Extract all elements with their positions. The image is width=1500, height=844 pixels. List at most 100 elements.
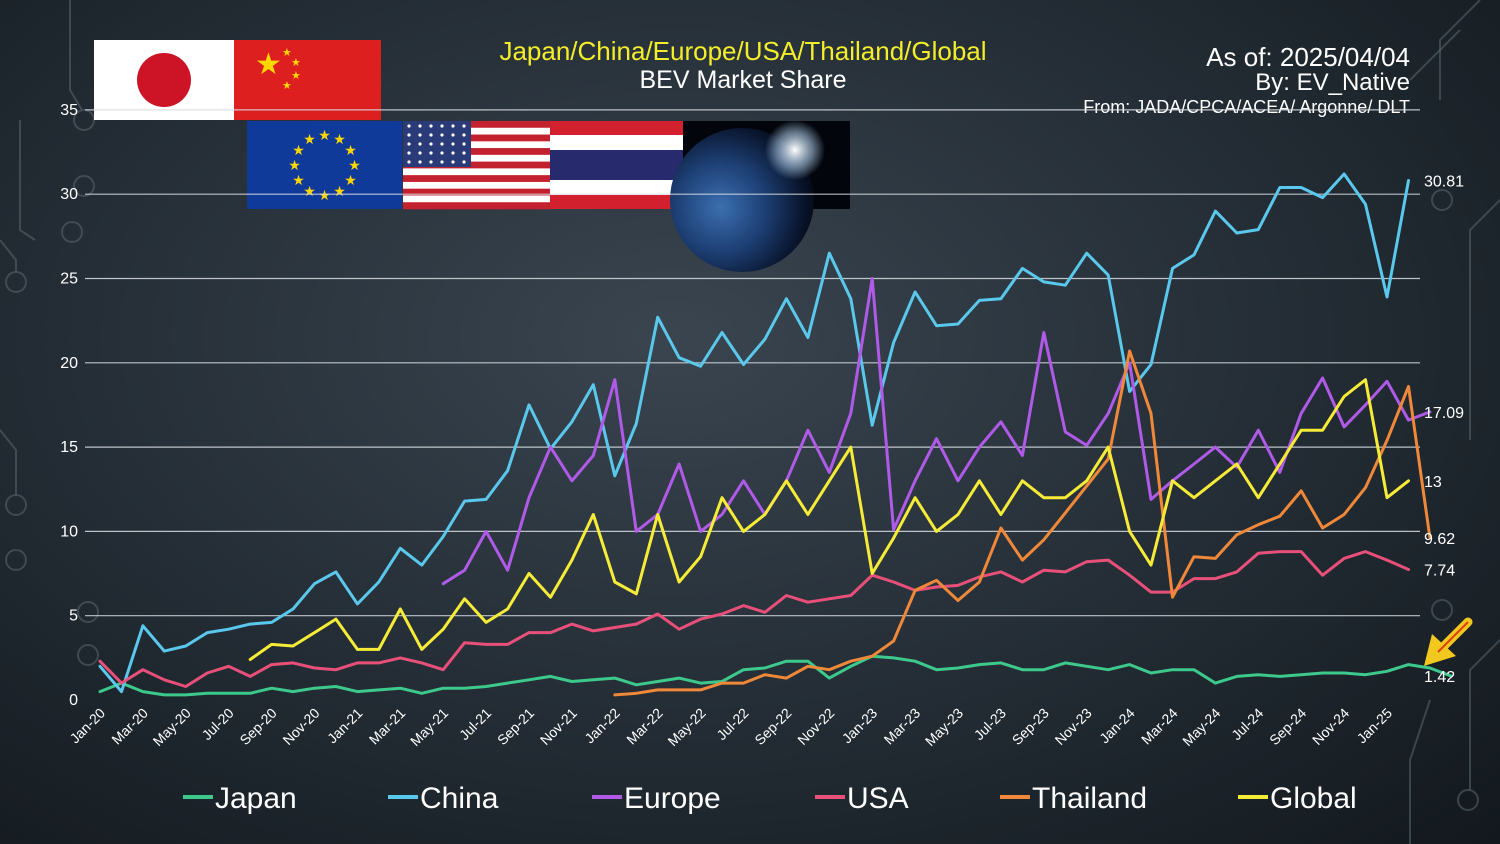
- x-tick-label: Nov-23: [1052, 705, 1095, 748]
- svg-text:★: ★: [318, 128, 331, 144]
- chart-title: Japan/China/Europe/USA/Thailand/Global: [499, 36, 986, 66]
- x-tick-label: Nov-24: [1309, 705, 1352, 748]
- y-tick-label: 35: [60, 102, 78, 119]
- author-credit: By: EV_Native: [1255, 69, 1410, 96]
- end-value-label: 13: [1424, 474, 1442, 491]
- usa-flag: [403, 121, 550, 210]
- end-value-label: 9.62: [1424, 531, 1455, 548]
- legend-label: China: [420, 782, 499, 815]
- series-line-japan: [98, 654, 1453, 697]
- svg-text:★: ★: [318, 188, 331, 204]
- series-lines: [98, 172, 1453, 697]
- y-tick-label: 20: [60, 355, 78, 372]
- x-tick-label: Jan-20: [67, 705, 109, 747]
- china-flag: ★ ★ ★ ★ ★: [234, 40, 381, 120]
- x-tick-label: Jul-22: [713, 705, 751, 743]
- svg-text:★: ★: [288, 158, 301, 174]
- svg-text:★: ★: [344, 143, 357, 159]
- svg-text:★: ★: [282, 79, 292, 92]
- legend-item-thailand: Thailand: [1000, 782, 1147, 815]
- svg-text:★: ★: [333, 132, 346, 148]
- x-tick-label: Sep-20: [236, 705, 279, 748]
- x-tick-label: Jan-24: [1096, 705, 1138, 747]
- x-tick-label: Jan-21: [324, 705, 366, 747]
- y-tick-label: 30: [60, 186, 78, 203]
- x-tick-label: Nov-20: [279, 705, 322, 748]
- svg-text:★: ★: [282, 46, 292, 59]
- series-line-usa: [98, 550, 1410, 688]
- x-tick-label: Sep-23: [1009, 705, 1052, 748]
- end-value-label: 30.81: [1424, 174, 1464, 191]
- x-tick-label: May-23: [922, 705, 966, 749]
- legend-item-global: Global: [1238, 782, 1357, 815]
- legend-label: Europe: [624, 782, 721, 815]
- as-of-date: As of: 2025/04/04: [1206, 42, 1410, 72]
- chart-subtitle: BEV Market Share: [639, 66, 846, 94]
- x-tick-label: May-20: [150, 705, 194, 749]
- y-tick-label: 25: [60, 271, 78, 288]
- data-source: From: JADA/CPCA/ACEA/ Argonne/ DLT: [1083, 97, 1410, 117]
- legend-item-europe: Europe: [592, 782, 721, 815]
- y-tick-label: 0: [69, 692, 78, 709]
- x-tick-label: May-24: [1179, 705, 1223, 749]
- x-tick-label: Mar-20: [108, 705, 151, 748]
- series-line-europe: [441, 277, 1432, 586]
- svg-text:★: ★: [333, 184, 346, 200]
- x-tick-label: Sep-24: [1266, 705, 1309, 748]
- x-tick-label: Jul-20: [199, 705, 237, 743]
- x-tick-label: Mar-23: [881, 705, 924, 748]
- end-value-label: 17.09: [1424, 405, 1464, 422]
- earth-image: [670, 120, 850, 272]
- svg-text:★: ★: [291, 69, 301, 82]
- legend-label: Thailand: [1032, 782, 1147, 815]
- end-value-label: 7.74: [1424, 563, 1455, 580]
- svg-text:★: ★: [348, 158, 361, 174]
- grid-lines: [85, 109, 1420, 617]
- y-tick-label: 10: [60, 523, 78, 540]
- svg-text:★: ★: [255, 47, 282, 82]
- x-tick-label: Mar-21: [366, 705, 409, 748]
- legend-label: USA: [847, 782, 909, 815]
- x-tick-label: Jan-25: [1354, 705, 1396, 747]
- svg-text:★: ★: [292, 143, 305, 159]
- x-tick-label: Mar-22: [623, 705, 666, 748]
- x-tick-label: May-22: [664, 705, 708, 749]
- legend-item-china: China: [388, 782, 499, 815]
- svg-text:★: ★: [292, 173, 305, 189]
- x-tick-label: Jul-23: [971, 705, 1009, 743]
- legend-item-usa: USA: [815, 782, 909, 815]
- x-tick-label: Jan-23: [839, 705, 881, 747]
- series-line-global: [248, 378, 1410, 661]
- series-line-thailand: [613, 349, 1432, 697]
- flag-panel: ★ ★ ★ ★ ★ ★★★★★★★★★ ★ ★★: [94, 40, 850, 272]
- x-tick-label: Nov-22: [794, 705, 837, 748]
- x-tick-label: Jan-22: [581, 705, 623, 747]
- x-tick-label: Sep-22: [751, 705, 794, 748]
- legend-label: Japan: [215, 782, 297, 815]
- x-tick-label: May-21: [407, 705, 451, 749]
- y-tick-label: 15: [60, 439, 78, 456]
- x-tick-label: Mar-24: [1138, 705, 1181, 748]
- arrow-annotation-icon: [1424, 617, 1473, 666]
- x-tick-label: Jul-24: [1228, 705, 1266, 743]
- x-tick-label: Jul-21: [456, 705, 494, 743]
- eu-flag: ★★★★★★★★★ ★ ★★: [247, 121, 402, 209]
- svg-text:★: ★: [303, 184, 316, 200]
- svg-text:★: ★: [291, 56, 301, 69]
- y-tick-label: 5: [69, 608, 78, 625]
- end-value-labels: 30.81 17.09 13 9.62 7.74 1.42: [1424, 174, 1464, 687]
- svg-text:★: ★: [303, 132, 316, 148]
- x-tick-label: Nov-21: [537, 705, 580, 748]
- svg-text:★: ★: [344, 173, 357, 189]
- legend-label: Global: [1270, 782, 1357, 815]
- legend-item-japan: Japan: [183, 782, 297, 815]
- series-line-china: [98, 172, 1410, 694]
- legend: Japan China Europe USA Thailand Global: [183, 782, 1357, 815]
- x-tick-label: Sep-21: [494, 705, 537, 748]
- thailand-flag: [550, 121, 683, 209]
- japan-flag: [94, 40, 234, 120]
- y-axis-ticks: 0 5 10 15 20 25 30 35: [60, 102, 78, 709]
